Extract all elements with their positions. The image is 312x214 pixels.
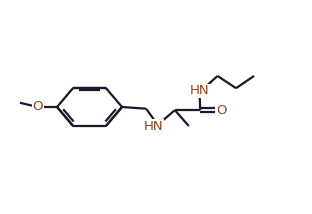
Text: O: O bbox=[216, 104, 227, 117]
Text: HN: HN bbox=[144, 119, 164, 132]
Text: O: O bbox=[33, 101, 43, 113]
Text: HN: HN bbox=[190, 84, 209, 97]
